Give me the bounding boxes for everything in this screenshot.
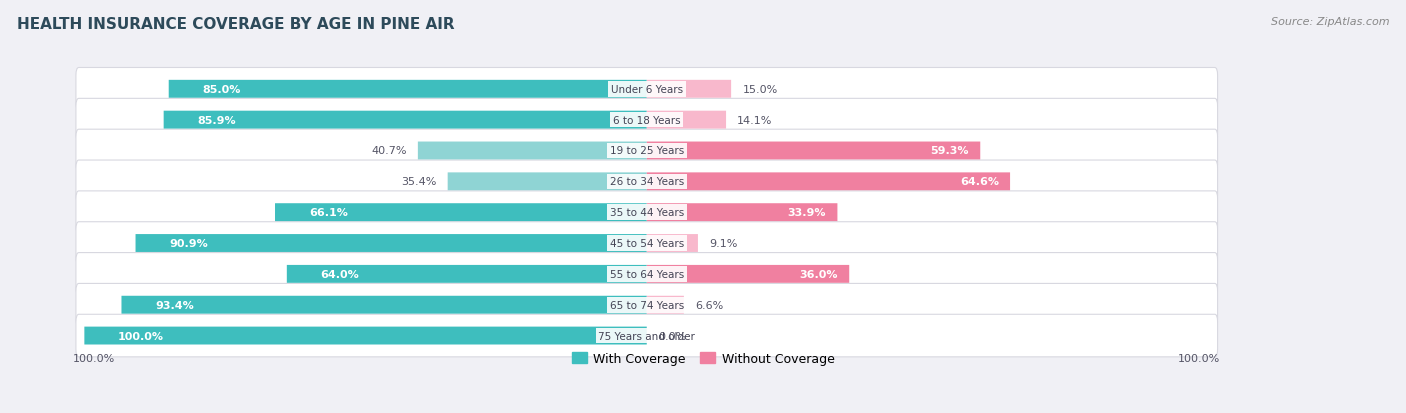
Text: 59.3%: 59.3% [931,146,969,156]
FancyBboxPatch shape [76,68,1218,111]
Text: 85.9%: 85.9% [197,115,236,125]
Text: 36.0%: 36.0% [800,269,838,279]
Text: 6 to 18 Years: 6 to 18 Years [613,115,681,125]
FancyBboxPatch shape [84,327,647,345]
FancyBboxPatch shape [647,296,683,314]
Text: 19 to 25 Years: 19 to 25 Years [610,146,683,156]
FancyBboxPatch shape [647,112,725,129]
FancyBboxPatch shape [287,265,647,283]
Text: 85.0%: 85.0% [202,85,240,95]
Text: 35 to 44 Years: 35 to 44 Years [610,208,683,218]
FancyBboxPatch shape [76,99,1218,142]
FancyBboxPatch shape [647,81,731,98]
Legend: With Coverage, Without Coverage: With Coverage, Without Coverage [567,347,839,370]
Text: 100.0%: 100.0% [118,331,165,341]
Text: 90.9%: 90.9% [169,238,208,248]
FancyBboxPatch shape [647,265,849,283]
FancyBboxPatch shape [447,173,647,191]
Text: 100.0%: 100.0% [73,353,115,363]
Text: 45 to 54 Years: 45 to 54 Years [610,238,683,248]
Text: 26 to 34 Years: 26 to 34 Years [610,177,683,187]
FancyBboxPatch shape [418,142,647,160]
Text: 75 Years and older: 75 Years and older [599,331,695,341]
FancyBboxPatch shape [135,235,647,252]
FancyBboxPatch shape [76,191,1218,234]
Text: 100.0%: 100.0% [1178,353,1220,363]
Text: HEALTH INSURANCE COVERAGE BY AGE IN PINE AIR: HEALTH INSURANCE COVERAGE BY AGE IN PINE… [17,17,454,31]
FancyBboxPatch shape [76,130,1218,172]
FancyBboxPatch shape [276,204,647,222]
Text: 9.1%: 9.1% [709,238,738,248]
Text: 33.9%: 33.9% [787,208,827,218]
Text: 35.4%: 35.4% [401,177,436,187]
FancyBboxPatch shape [647,235,697,252]
Text: 93.4%: 93.4% [155,300,194,310]
FancyBboxPatch shape [647,204,838,222]
Text: 66.1%: 66.1% [309,208,347,218]
FancyBboxPatch shape [647,142,980,160]
FancyBboxPatch shape [169,81,647,98]
Text: 0.0%: 0.0% [658,331,686,341]
FancyBboxPatch shape [76,161,1218,203]
FancyBboxPatch shape [121,296,647,314]
Text: Under 6 Years: Under 6 Years [610,85,683,95]
Text: 65 to 74 Years: 65 to 74 Years [610,300,683,310]
Text: 64.0%: 64.0% [321,269,360,279]
FancyBboxPatch shape [163,112,647,129]
FancyBboxPatch shape [76,222,1218,265]
FancyBboxPatch shape [76,284,1218,326]
Text: 40.7%: 40.7% [371,146,406,156]
Text: 14.1%: 14.1% [737,115,773,125]
Text: 55 to 64 Years: 55 to 64 Years [610,269,683,279]
FancyBboxPatch shape [76,253,1218,295]
Text: 6.6%: 6.6% [695,300,723,310]
Text: Source: ZipAtlas.com: Source: ZipAtlas.com [1271,17,1389,26]
Text: 64.6%: 64.6% [960,177,998,187]
Text: 15.0%: 15.0% [742,85,778,95]
FancyBboxPatch shape [647,173,1010,191]
FancyBboxPatch shape [76,315,1218,357]
